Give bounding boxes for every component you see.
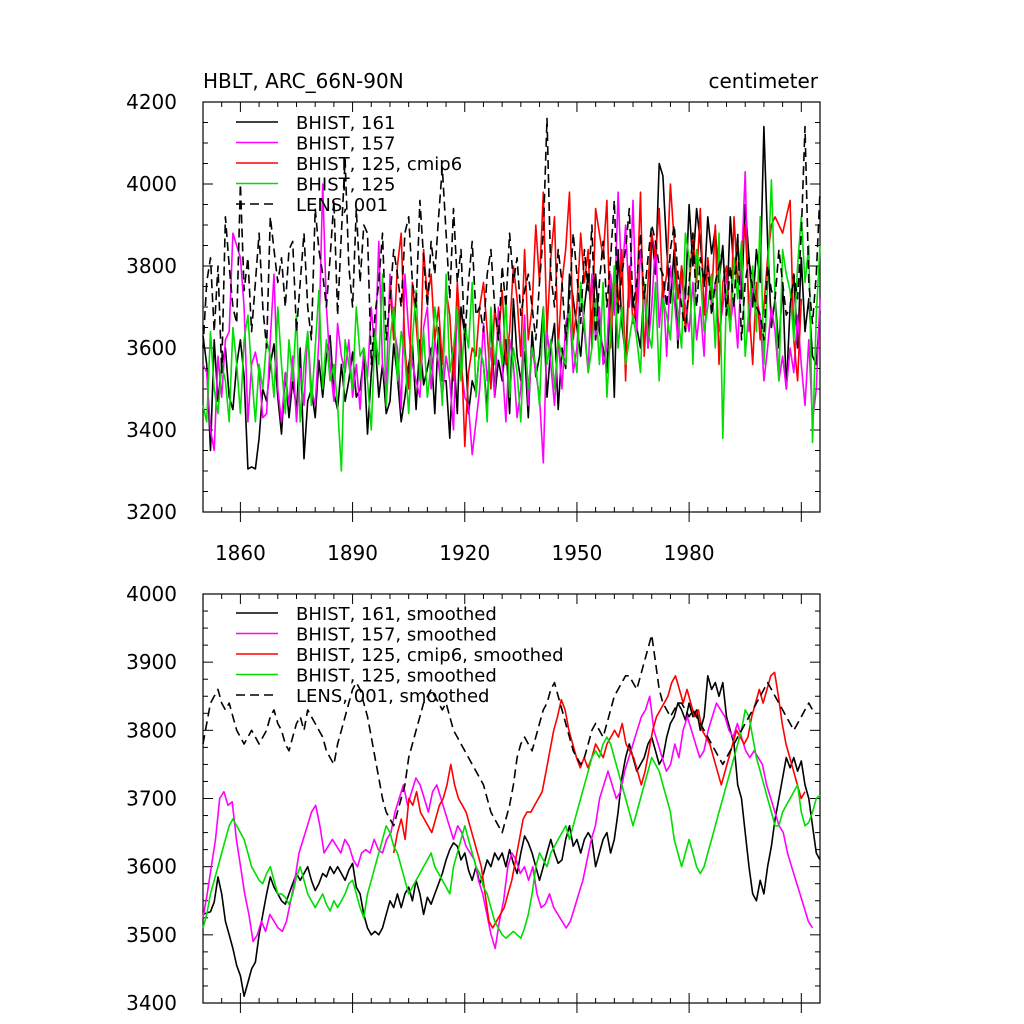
legend-label: BHIST, 157 xyxy=(296,134,395,155)
legend-label: LENS, 001, smoothed xyxy=(296,686,489,707)
legend-label: BHIST, 125, cmip6, smoothed xyxy=(296,645,564,666)
y-tick-label: 3500 xyxy=(126,923,177,947)
series-line-5 xyxy=(202,634,814,834)
y-tick-label: 3900 xyxy=(126,650,177,674)
legend-label: BHIST, 125, smoothed xyxy=(296,666,497,687)
series-line-5 xyxy=(202,117,821,374)
legend-label: BHIST, 125, cmip6 xyxy=(296,154,462,175)
x-tick-label: 1890 xyxy=(327,541,378,565)
legend-label: BHIST, 161, smoothed xyxy=(296,604,497,625)
top-panel-units: centimeter xyxy=(708,69,818,93)
bottom-panel: 3400 3500 3600 3700 3800 3900 4000 BHIST, 161, … xyxy=(126,582,821,1015)
y-tick-label: 3400 xyxy=(126,991,177,1015)
legend-label: BHIST, 157, smoothed xyxy=(296,625,497,646)
y-tick-label: 3700 xyxy=(126,787,177,811)
y-tick-label: 4000 xyxy=(126,582,177,606)
top-panel-title: HBLT, ARC_66N-90N xyxy=(203,69,404,93)
legend-label: BHIST, 161 xyxy=(296,113,395,134)
x-tick-label: 1980 xyxy=(664,541,715,565)
y-tick-label: 3600 xyxy=(126,336,177,360)
legend-label: LENS, 001 xyxy=(296,195,388,216)
y-tick-label: 3600 xyxy=(126,855,177,879)
y-tick-label: 4000 xyxy=(126,172,177,196)
x-tick-label: 1860 xyxy=(215,541,266,565)
legend-label: BHIST, 125 xyxy=(296,175,395,196)
series-line-2 xyxy=(202,695,814,950)
y-tick-label: 4200 xyxy=(126,90,177,114)
x-tick-label: 1950 xyxy=(551,541,602,565)
top-panel: 3200 3400 3600 3800 4000 4200 1860 1890 1920 1950… xyxy=(126,90,821,565)
series-line-4 xyxy=(202,709,821,940)
x-tick-label: 1920 xyxy=(439,541,490,565)
series-line-3 xyxy=(389,183,803,448)
y-tick-label: 3800 xyxy=(126,254,177,278)
y-tick-label: 3200 xyxy=(126,500,177,524)
series-line-4 xyxy=(202,179,821,472)
series-line-3 xyxy=(392,671,806,929)
y-tick-label: 3800 xyxy=(126,718,177,742)
y-tick-label: 3400 xyxy=(126,418,177,442)
